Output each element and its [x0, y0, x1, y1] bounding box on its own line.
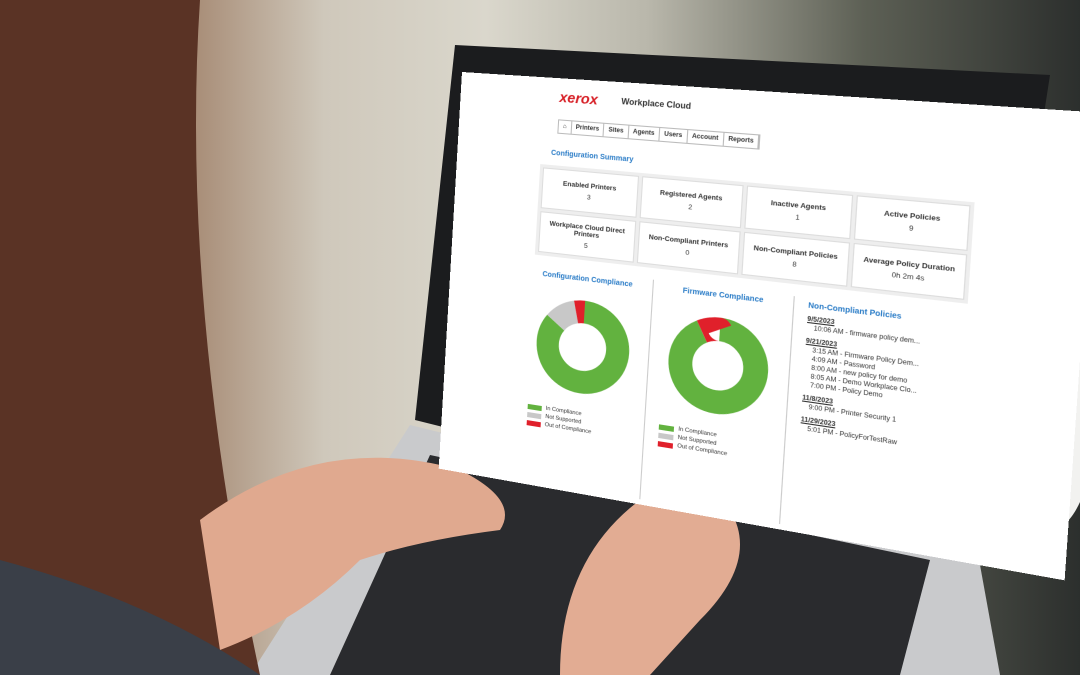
legend-swatch: [526, 419, 541, 427]
donut-slice: [678, 325, 758, 408]
summary-card: Workplace Cloud Direct Printers 5: [538, 211, 637, 263]
summary-card: Enabled Printers 3: [540, 167, 639, 218]
summary-card: Registered Agents 2: [639, 176, 744, 229]
donut-chart: [516, 276, 652, 417]
donut-chart: [647, 291, 793, 438]
legend-swatch: [658, 432, 674, 440]
legend-swatch: [657, 440, 674, 449]
summary-title: Configuration Summary: [550, 149, 634, 164]
nav-bar: ⌂ Printers Sites Agents Users Account Reports: [557, 119, 761, 150]
right-hand: [560, 487, 740, 675]
nav-item[interactable]: Printers: [571, 121, 605, 137]
chart-panel: Configuration Compliance In Compliance Not…: [511, 265, 654, 500]
summary-card: Average Policy Duration 0h 2m 4s: [851, 242, 968, 300]
summary-card: Non-Compliant Policies 8: [740, 231, 851, 287]
chart-panel: Firmware Compliance In Compliance Not Supp…: [641, 279, 794, 525]
legend-swatch: [658, 423, 675, 432]
policy-list: 9/5/2023 10:06 AM - firmware policy dem..…: [800, 316, 964, 455]
person-hair: [0, 0, 260, 675]
nav-item[interactable]: Sites: [603, 123, 630, 139]
left-hand: [200, 457, 505, 650]
summary-card: Non-Compliant Printers 0: [636, 221, 741, 275]
nav-item[interactable]: Account: [687, 130, 725, 146]
logo: xerox: [559, 88, 599, 108]
legend-swatch: [527, 403, 542, 411]
product-name: Workplace Cloud: [621, 96, 692, 112]
nav-item[interactable]: Reports: [723, 132, 760, 149]
summary-card: Inactive Agents 1: [743, 185, 854, 240]
nav-item[interactable]: Agents: [628, 125, 661, 141]
nav-item[interactable]: Users: [659, 128, 688, 143]
legend-swatch: [527, 411, 542, 419]
policies-panel: Non-Compliant Policies 9/5/2023 10:06 AM -…: [782, 296, 965, 554]
home-icon[interactable]: ⌂: [558, 120, 572, 134]
sleeve: [0, 560, 260, 675]
summary-card: Active Policies 9: [854, 195, 971, 251]
